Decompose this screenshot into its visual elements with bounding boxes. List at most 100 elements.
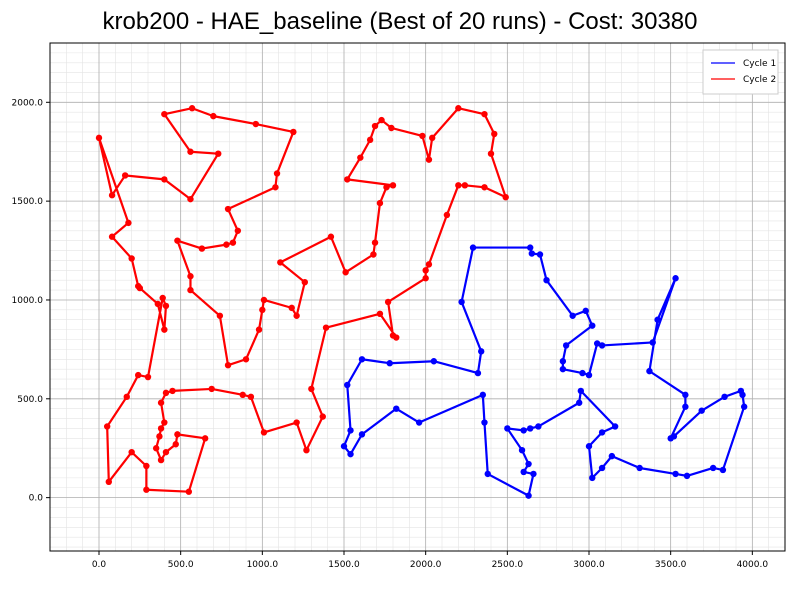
data-point — [187, 148, 194, 155]
data-point — [162, 389, 170, 397]
data-point — [260, 296, 268, 304]
data-point — [611, 423, 619, 430]
x-tick-label: 3000.0 — [573, 560, 605, 570]
data-point — [293, 312, 300, 319]
data-point — [187, 195, 194, 203]
data-point — [303, 446, 310, 454]
data-point — [388, 124, 395, 132]
data-point — [535, 423, 542, 430]
data-point — [157, 425, 165, 432]
data-point — [239, 391, 246, 399]
data-point — [174, 431, 181, 438]
data-point — [481, 184, 488, 191]
data-point — [161, 326, 168, 333]
data-point — [559, 365, 567, 373]
data-point — [344, 381, 351, 389]
data-point — [698, 407, 705, 414]
data-point — [340, 443, 348, 450]
data-point — [682, 403, 689, 410]
data-point — [455, 105, 462, 112]
data-point — [370, 251, 377, 258]
data-point — [216, 312, 224, 319]
data-point — [273, 170, 281, 177]
data-point — [371, 122, 379, 130]
data-point — [479, 391, 487, 399]
data-point — [520, 427, 527, 434]
data-point — [562, 342, 570, 349]
data-point — [430, 358, 438, 365]
data-point — [174, 237, 181, 244]
data-point — [301, 278, 308, 286]
x-tick-label: 1000.0 — [247, 560, 279, 570]
data-point — [344, 176, 351, 183]
y-tick-label: 2000.0 — [12, 98, 44, 108]
x-tick-label: 4000.0 — [737, 560, 769, 570]
x-tick-label: 500.0 — [168, 560, 194, 570]
data-point — [162, 448, 170, 456]
series-line-2 — [97, 107, 507, 493]
plot-frame — [49, 42, 786, 552]
data-point — [185, 488, 193, 495]
data-point — [201, 435, 209, 442]
data-point — [105, 478, 113, 486]
data-point — [95, 134, 103, 142]
data-point — [157, 456, 165, 464]
y-tick-label: 0.0 — [29, 494, 44, 504]
data-point — [161, 176, 168, 183]
data-point — [576, 399, 583, 406]
data-point — [169, 387, 176, 395]
data-point — [585, 443, 593, 450]
data-point — [125, 219, 132, 227]
data-point — [487, 150, 495, 157]
data-point — [161, 419, 168, 426]
data-point — [255, 326, 263, 333]
data-point — [598, 429, 606, 436]
data-point — [579, 369, 586, 377]
data-point — [376, 199, 384, 207]
data-point — [234, 227, 242, 234]
data-point — [223, 241, 230, 248]
data-point — [672, 470, 679, 478]
data-point — [518, 446, 526, 454]
data-point — [108, 192, 116, 199]
legend-label: Cycle 1 — [743, 59, 776, 69]
x-tick-label: 2000.0 — [410, 560, 442, 570]
data-point — [103, 423, 111, 430]
data-point — [393, 334, 400, 341]
data-point — [159, 294, 166, 302]
data-point — [135, 371, 142, 379]
data-point — [386, 360, 393, 367]
data-point — [721, 393, 728, 401]
x-tick-label: 3500.0 — [655, 560, 687, 570]
legend: Cycle 1 Cycle 2 — [702, 49, 779, 95]
data-point — [384, 298, 392, 306]
data-point — [208, 385, 215, 393]
data-point — [429, 134, 436, 142]
data-point — [157, 399, 165, 406]
data-point — [481, 110, 488, 118]
data-point — [682, 391, 689, 399]
data-point — [123, 393, 130, 401]
data-point — [646, 367, 653, 375]
data-point — [172, 441, 179, 448]
data-point — [525, 460, 532, 468]
data-point — [376, 310, 384, 318]
data-point — [242, 356, 250, 363]
data-point — [589, 474, 596, 482]
data-point — [422, 267, 429, 274]
data-point — [308, 385, 315, 393]
data-point — [342, 269, 349, 276]
y-tick-label: 500.0 — [17, 395, 43, 405]
data-point — [469, 244, 477, 251]
data-point — [143, 462, 150, 470]
data-point — [378, 116, 385, 124]
data-point — [290, 128, 297, 136]
data-point — [128, 448, 135, 456]
data-point — [252, 120, 259, 128]
data-point — [322, 324, 330, 331]
data-point — [589, 322, 596, 329]
data-point — [247, 393, 255, 401]
data-point — [683, 472, 691, 480]
data-point — [358, 356, 366, 363]
